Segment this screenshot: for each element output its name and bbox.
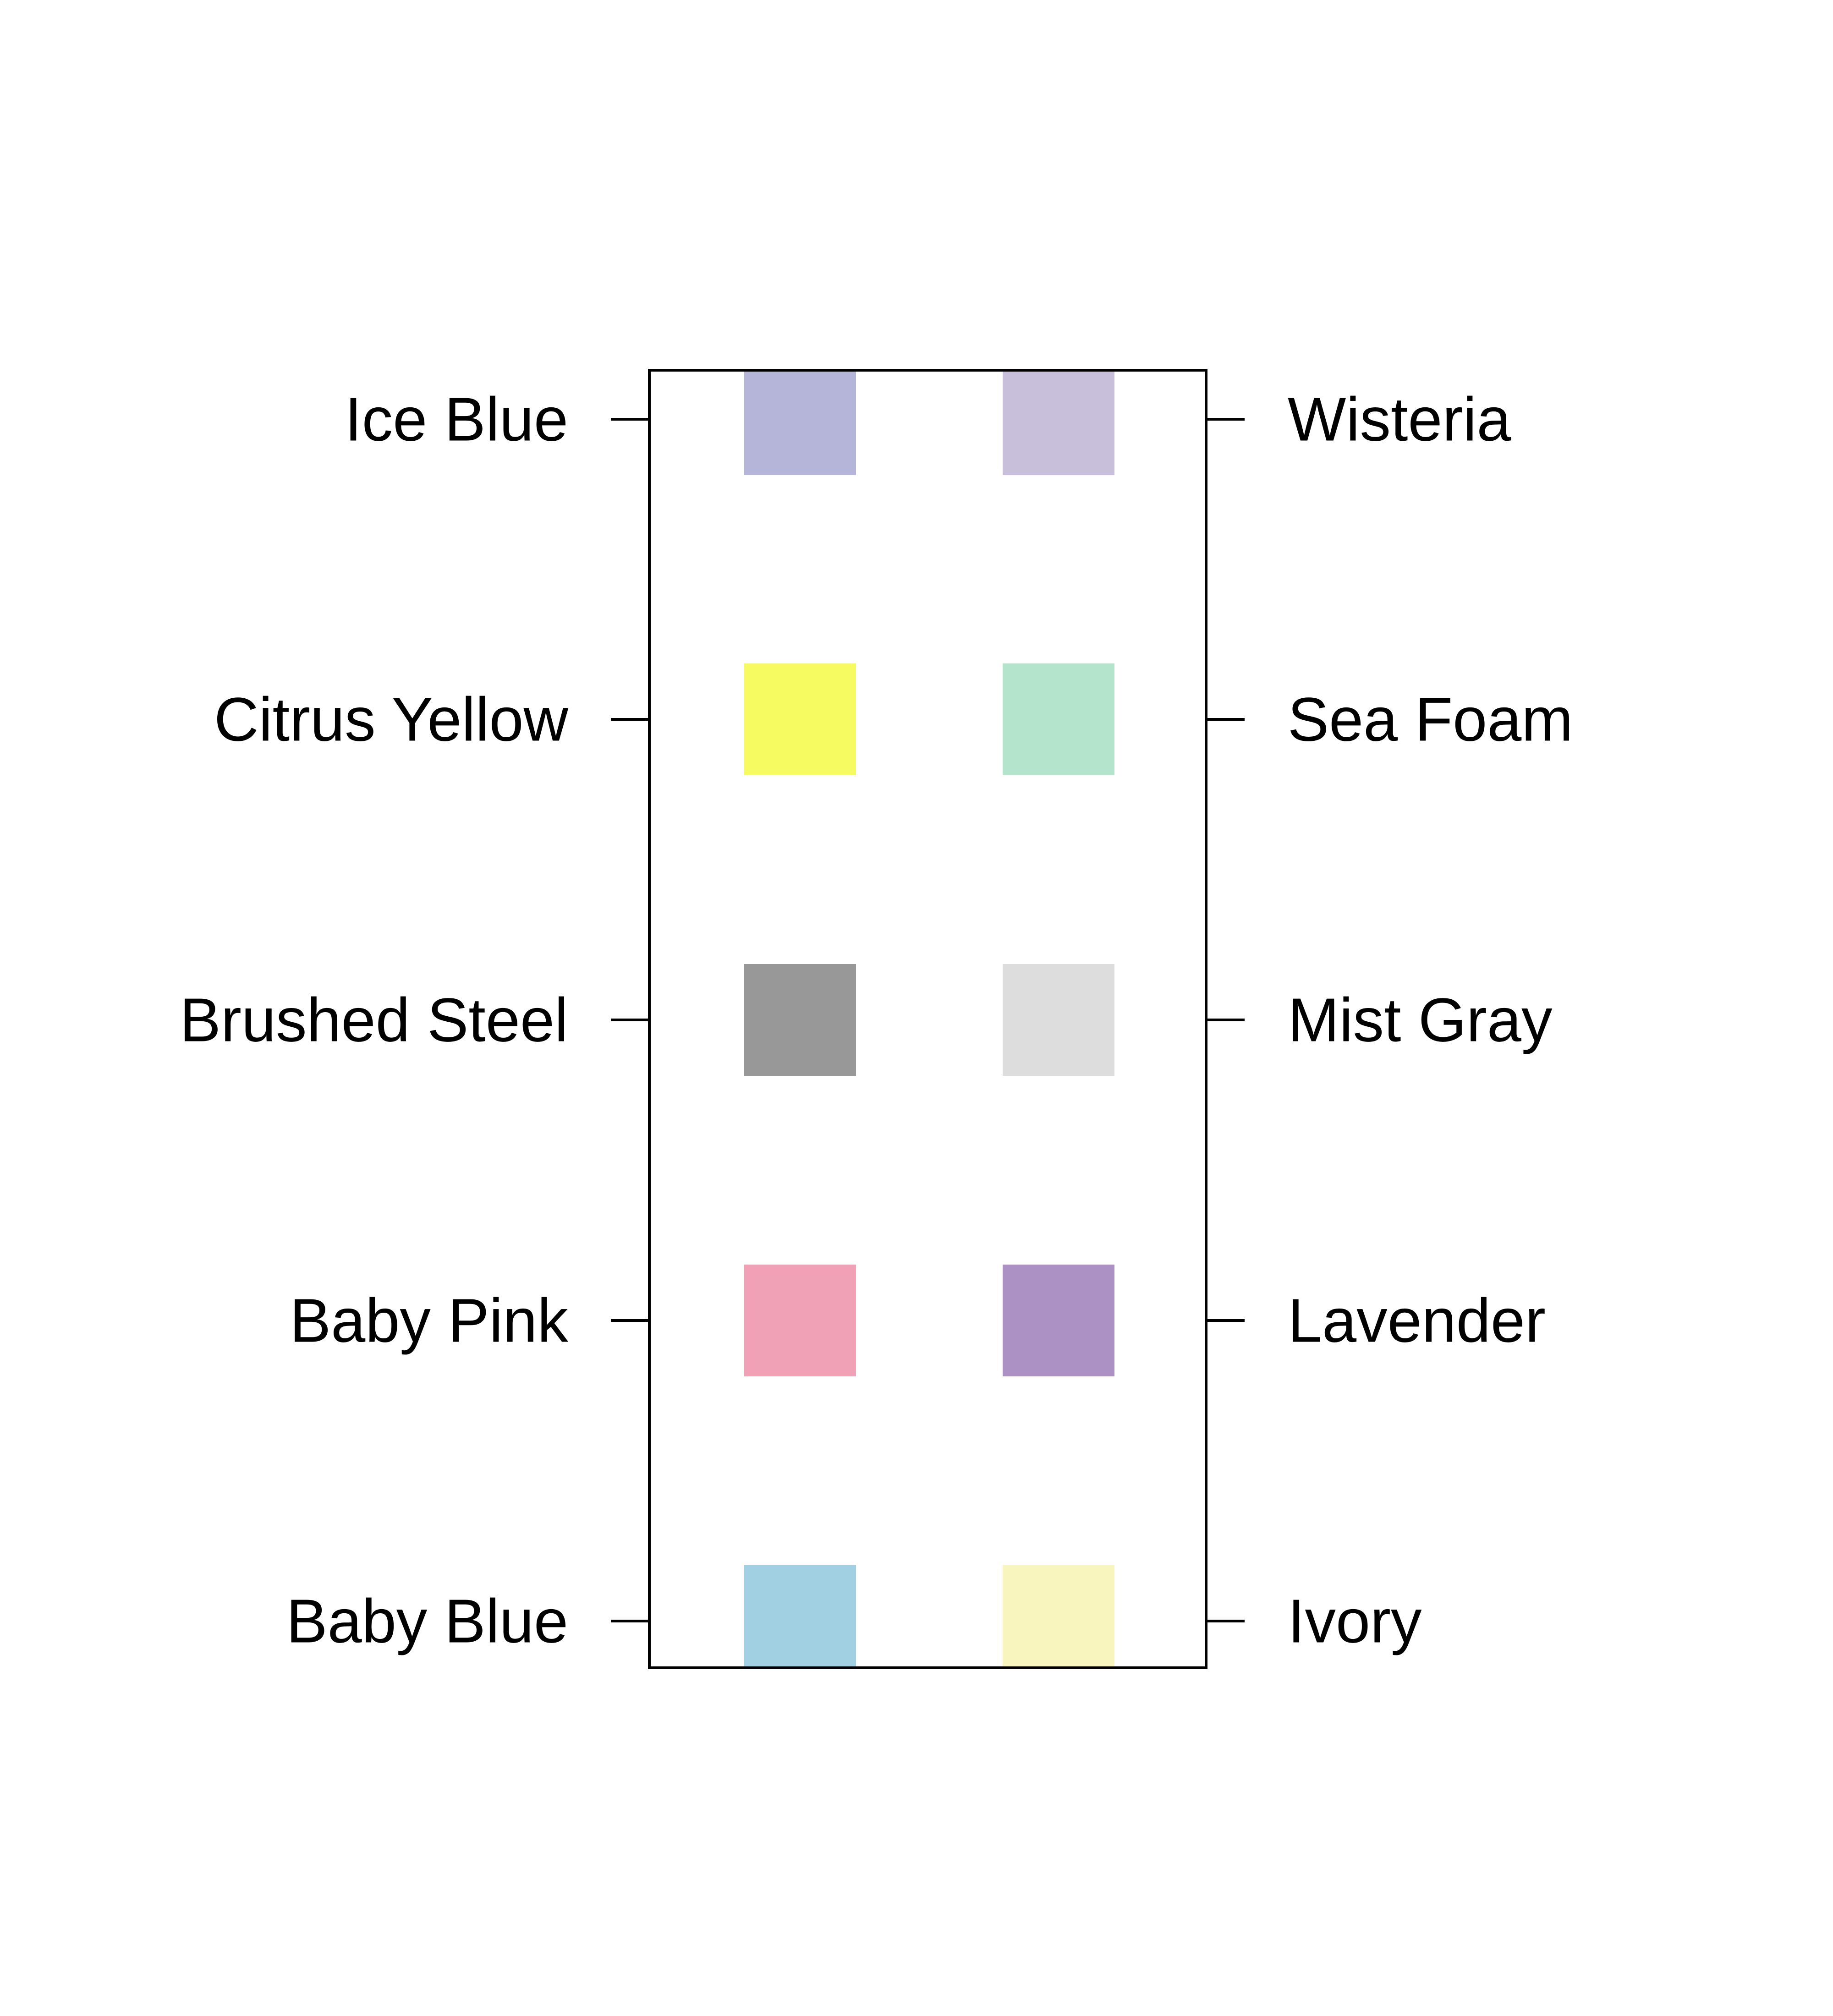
left-label-baby-blue: Baby Blue <box>286 1587 568 1656</box>
right-label-ivory: Ivory <box>1288 1587 1422 1656</box>
left-swatch-column <box>744 370 856 1668</box>
right-swatch-column <box>1003 370 1114 1668</box>
left-label-baby-pink: Baby Pink <box>290 1286 568 1355</box>
swatch-lavender <box>1003 1265 1114 1376</box>
swatch-baby-pink <box>744 1265 856 1376</box>
left-label-ice-blue: Ice Blue <box>345 385 568 454</box>
swatch-citrus-yellow <box>744 663 856 775</box>
left-axis: Ice Blue Citrus Yellow Brushed Steel Bab… <box>180 385 649 1656</box>
left-label-citrus-yellow: Citrus Yellow <box>214 685 568 754</box>
swatch-brushed-steel <box>744 964 856 1076</box>
swatch-baby-blue <box>744 1565 856 1668</box>
right-label-mist-gray: Mist Gray <box>1288 986 1553 1055</box>
swatch-mist-gray <box>1003 964 1114 1076</box>
swatch-sea-foam <box>1003 663 1114 775</box>
swatch-wisteria <box>1003 370 1114 475</box>
swatch-ivory <box>1003 1565 1114 1668</box>
right-label-wisteria: Wisteria <box>1288 385 1511 454</box>
left-label-brushed-steel: Brushed Steel <box>180 986 568 1055</box>
swatch-ice-blue <box>744 370 856 475</box>
right-label-sea-foam: Sea Foam <box>1288 685 1573 754</box>
right-axis: Wisteria Sea Foam Mist Gray Lavender Ivo… <box>1206 385 1573 1656</box>
right-label-lavender: Lavender <box>1288 1286 1546 1355</box>
